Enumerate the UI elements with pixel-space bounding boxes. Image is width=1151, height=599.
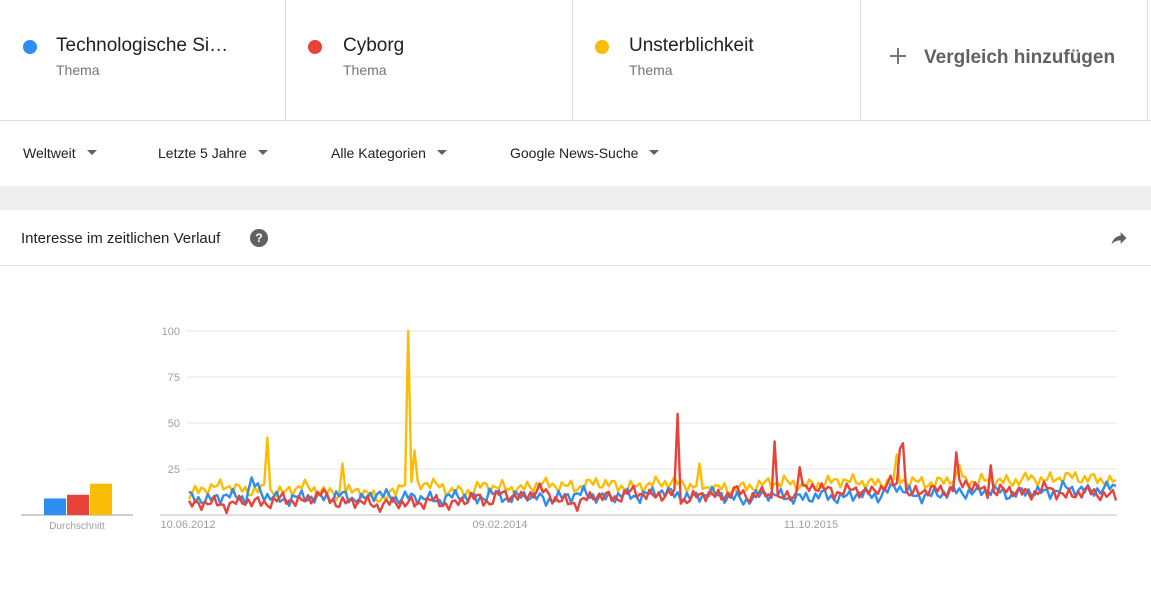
trend-chart: Durchschnitt 25 50 75 100 10.06.2012 09.02.2… — [21, 326, 1118, 532]
average-bar — [67, 494, 89, 515]
region-dropdown[interactable]: Weltweit — [23, 145, 97, 161]
series-line — [188, 476, 1117, 508]
caret-down-icon — [649, 149, 660, 155]
time-range-label: Letzte 5 Jahre — [158, 145, 247, 161]
comparison-bar: Technologische Si… Thema Cyborg Thema Un… — [0, 0, 1147, 120]
x-tick-label: 11.10.2015 — [784, 519, 838, 531]
share-icon[interactable] — [1108, 228, 1130, 248]
term-color-dot-red — [308, 40, 322, 54]
y-tick-label: 50 — [168, 418, 180, 430]
x-axis-labels: 10.06.2012 09.02.2014 11.10.2015 — [160, 519, 838, 531]
term-type: Thema — [56, 62, 100, 78]
header-edge — [1147, 0, 1151, 120]
average-label: Durchschnitt — [49, 521, 105, 532]
category-dropdown[interactable]: Alle Kategorien — [331, 145, 447, 161]
plus-icon — [887, 44, 909, 66]
term-name: Unsterblichkeit — [629, 35, 754, 56]
x-tick-label: 10.06.2012 — [160, 519, 215, 531]
search-type-dropdown[interactable]: Google News-Suche — [510, 145, 660, 161]
caret-down-icon — [436, 149, 447, 155]
series-line — [187, 412, 1118, 515]
card-title: Interesse im zeitlichen Verlauf — [21, 230, 221, 247]
term-name: Technologische Si… — [56, 35, 229, 56]
term-card-2[interactable]: Cyborg Thema — [286, 0, 573, 120]
add-comparison-label: Vergleich hinzufügen — [924, 47, 1116, 68]
term-name: Cyborg — [343, 35, 405, 56]
average-bars: Durchschnitt — [21, 483, 133, 532]
x-tick-label: 09.02.2014 — [472, 519, 527, 531]
average-bar — [44, 498, 66, 515]
y-tick-label: 75 — [168, 372, 180, 384]
caret-down-icon — [257, 149, 268, 155]
term-color-dot-yellow — [595, 40, 609, 54]
term-card-3[interactable]: Unsterblichkeit Thema — [573, 0, 861, 120]
interest-over-time-card: Interesse im zeitlichen Verlauf ? — [0, 210, 1151, 599]
term-type: Thema — [629, 62, 673, 78]
add-comparison-button[interactable]: Vergleich hinzufügen — [861, 0, 1147, 120]
term-card-1[interactable]: Technologische Si… Thema — [0, 0, 286, 120]
term-type: Thema — [343, 62, 387, 78]
chart-lines — [187, 329, 1118, 515]
time-range-dropdown[interactable]: Letzte 5 Jahre — [158, 145, 268, 161]
section-separator — [0, 186, 1151, 210]
y-tick-label: 100 — [162, 326, 180, 338]
term-color-dot-blue — [23, 40, 37, 54]
caret-down-icon — [86, 149, 97, 155]
filter-bar: Weltweit Letzte 5 Jahre Alle Kategorien … — [0, 120, 1151, 187]
series-line — [187, 329, 1117, 503]
card-divider — [0, 265, 1151, 266]
average-bar — [90, 483, 112, 515]
category-label: Alle Kategorien — [331, 145, 426, 161]
help-icon[interactable]: ? — [250, 229, 268, 247]
region-label: Weltweit — [23, 145, 76, 161]
search-type-label: Google News-Suche — [510, 145, 639, 161]
y-tick-label: 25 — [168, 464, 180, 476]
